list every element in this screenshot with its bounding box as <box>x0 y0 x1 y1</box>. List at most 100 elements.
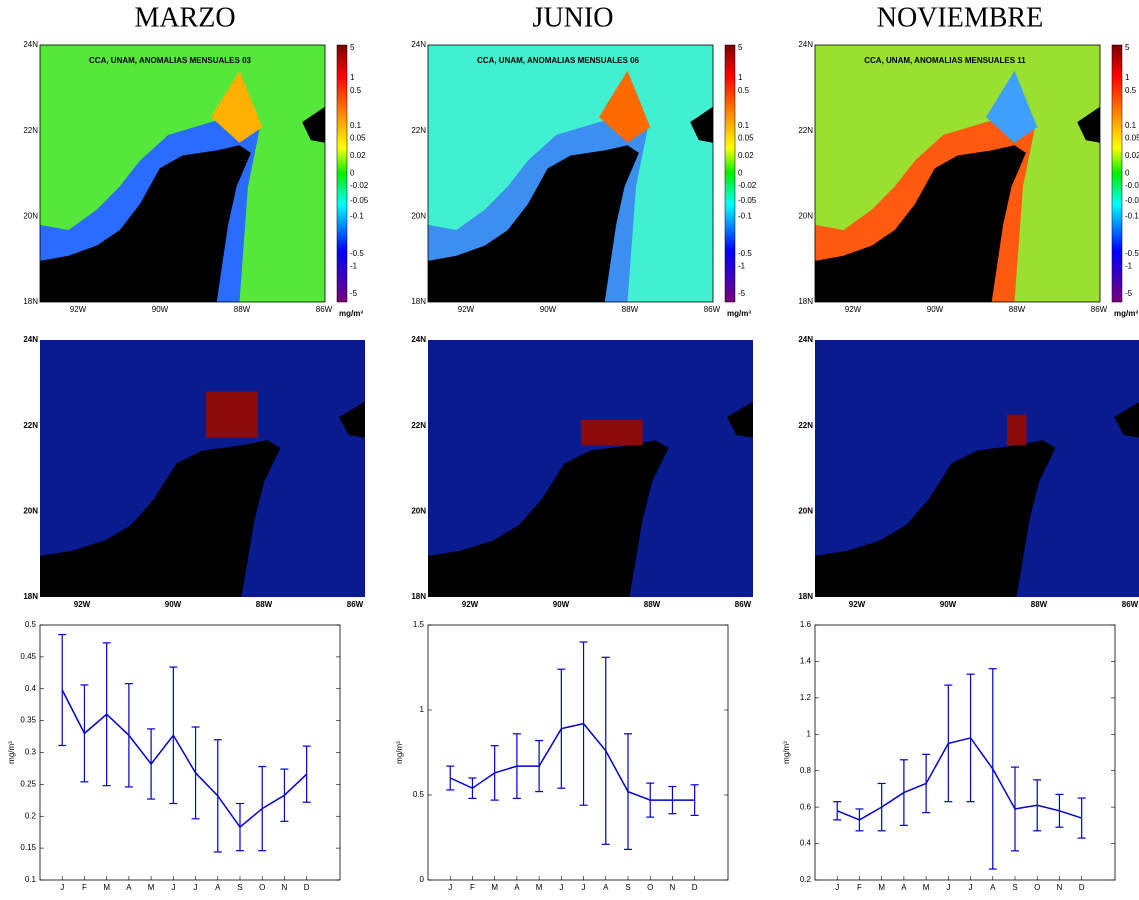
error-bar <box>988 668 997 870</box>
lat-label: 20N <box>23 506 38 515</box>
lon-label: 88W <box>1031 600 1048 609</box>
x-tick-label: J <box>582 883 586 892</box>
x-tick-label: O <box>1034 883 1040 892</box>
colorbar-label: 1 <box>738 73 743 82</box>
error-bar <box>624 733 632 851</box>
x-tick-label: A <box>215 883 221 892</box>
land <box>339 401 365 438</box>
colorbar-label: -5 <box>738 289 746 298</box>
x-tick-label: N <box>670 883 676 892</box>
colorbar-label: 5 <box>1125 43 1130 52</box>
colorbar-label: 0.02 <box>738 151 754 160</box>
colorbar <box>724 44 736 303</box>
lon-label: 90W <box>540 305 557 314</box>
map-header: CCA, UNAM, ANOMALIAS MENSUALES 06 <box>477 56 639 65</box>
lon-label: 86W <box>1091 305 1108 314</box>
colorbar <box>1111 44 1123 303</box>
lon-label: 88W <box>256 600 273 609</box>
x-tick-label: D <box>304 883 310 892</box>
colorbar-label: 0.02 <box>1125 151 1139 160</box>
x-tick-label: A <box>901 883 907 892</box>
colorbar <box>336 44 348 303</box>
colorbar-unit: mg/m³ <box>339 309 363 318</box>
panel-title: MARZO <box>134 2 235 33</box>
colorbar-label: -0.02 <box>1125 181 1139 190</box>
error-bar <box>236 802 244 852</box>
colorbar-label: -1 <box>350 261 358 270</box>
colorbar-label: -0.5 <box>1125 249 1139 258</box>
error-bar <box>944 684 953 803</box>
y-tick-label: 0.15 <box>20 843 36 852</box>
colorbar-label: 0.1 <box>738 121 750 130</box>
y-tick-label: 0.1 <box>25 875 37 884</box>
x-tick-label: A <box>990 883 996 892</box>
land <box>1077 106 1100 143</box>
lon-label: 88W <box>1009 305 1026 314</box>
colorbar-label: 0.1 <box>1125 121 1137 130</box>
error-bar <box>877 782 886 832</box>
lat-label: 24N <box>411 40 426 49</box>
x-tick-label: O <box>259 883 265 892</box>
line <box>449 722 695 801</box>
lon-label: 88W <box>644 600 661 609</box>
lon-label: 92W <box>74 600 91 609</box>
x-tick-label: S <box>237 883 242 892</box>
y-tick-label: 0.8 <box>800 766 812 775</box>
mask-region <box>206 391 258 438</box>
land <box>815 145 1026 302</box>
error-bar <box>899 759 908 826</box>
y-tick-label: 1 <box>807 729 812 738</box>
error-bar <box>213 739 222 853</box>
error-bar <box>833 801 842 821</box>
error-bar <box>668 785 677 815</box>
error-bar <box>102 642 111 787</box>
x-tick-label: M <box>878 883 885 892</box>
lat-label: 22N <box>23 421 38 430</box>
y-tick-label: 0.45 <box>20 652 36 661</box>
colorbar-label: 1 <box>350 73 355 82</box>
x-tick-label: A <box>603 883 609 892</box>
y-tick-label: 0.6 <box>800 802 812 811</box>
anomaly-plume <box>986 70 1038 143</box>
y-tick-label: 1.5 <box>413 620 425 629</box>
lat-label: 20N <box>411 506 426 515</box>
land <box>428 145 639 302</box>
line <box>836 737 1082 821</box>
map-frame <box>814 44 1101 303</box>
error-bar <box>169 666 178 805</box>
lon-label: 90W <box>553 600 570 609</box>
colorbar-label: 5 <box>738 43 743 52</box>
anomaly-plume <box>599 70 651 143</box>
land <box>40 440 281 597</box>
lat-label: 18N <box>798 592 813 601</box>
y-tick-label: 1.2 <box>800 693 812 702</box>
plot-frame <box>39 624 341 881</box>
colorbar-label: 0.05 <box>1125 133 1139 142</box>
lat-label: 18N <box>411 592 426 601</box>
colorbar-unit: mg/m³ <box>727 309 751 318</box>
error-bar <box>922 753 931 814</box>
lon-label: 92W <box>845 305 862 314</box>
lon-label: 88W <box>622 305 639 314</box>
panel-title: NOVIEMBRE <box>877 2 1043 33</box>
x-tick-label: F <box>857 883 862 892</box>
x-tick-label: J <box>194 883 198 892</box>
y-axis-label: mg/m³ <box>395 741 404 764</box>
colorbar-label: 0 <box>738 169 743 178</box>
colorbar-label: 0.1 <box>350 121 362 130</box>
lat-label: 22N <box>23 126 38 135</box>
lat-label: 24N <box>798 335 813 344</box>
lat-label: 18N <box>798 297 813 306</box>
lat-label: 18N <box>411 297 426 306</box>
y-tick-label: 0.2 <box>800 875 812 884</box>
lat-label: 22N <box>798 421 813 430</box>
error-bar <box>258 765 267 852</box>
map-header: CCA, UNAM, ANOMALIAS MENSUALES 03 <box>89 56 251 65</box>
colorbar-label: 0.5 <box>350 86 362 95</box>
x-tick-label: J <box>946 883 950 892</box>
lat-label: 18N <box>23 297 38 306</box>
error-bar <box>1077 797 1086 839</box>
lat-label: 24N <box>23 335 38 344</box>
